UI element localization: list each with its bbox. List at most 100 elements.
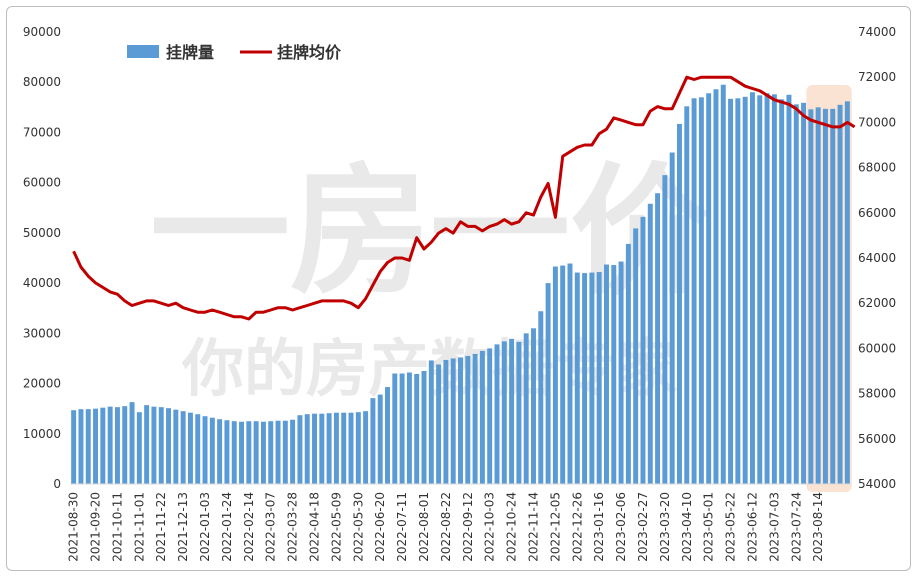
bar xyxy=(596,272,602,484)
bar xyxy=(312,413,318,484)
x-tick-label: 2022-10-24 xyxy=(505,492,519,562)
bar xyxy=(625,243,631,484)
y-left-tick-label: 30000 xyxy=(23,326,61,340)
bar xyxy=(647,203,653,484)
x-tick-label: 2023-02-27 xyxy=(636,492,650,562)
y-axis-right: 54000 56000 58000 60000 62000 64000 66000 68000… xyxy=(858,25,896,491)
bar xyxy=(603,264,609,484)
bar xyxy=(370,398,376,484)
x-tick-label: 2023-07-03 xyxy=(767,492,781,562)
bar xyxy=(71,410,77,484)
bar xyxy=(275,420,281,484)
bar xyxy=(640,216,646,484)
bar xyxy=(552,266,558,484)
bar xyxy=(465,355,471,484)
bar xyxy=(166,408,172,484)
bar xyxy=(844,101,850,484)
x-tick-label: 2022-08-01 xyxy=(417,492,431,562)
bar xyxy=(122,406,128,484)
bar xyxy=(217,419,223,484)
x-tick-label: 2022-01-24 xyxy=(220,492,234,562)
y-left-tick-label: 10000 xyxy=(23,427,61,441)
bar xyxy=(698,97,704,485)
bar xyxy=(676,123,682,484)
bar xyxy=(487,348,493,484)
bar xyxy=(793,104,799,484)
bar xyxy=(749,92,755,485)
x-tick-label: 2022-08-22 xyxy=(439,492,453,562)
bar xyxy=(450,358,456,484)
x-tick-label: 2023-05-01 xyxy=(702,492,716,562)
x-tick-label: 2023-07-24 xyxy=(789,492,803,562)
x-tick-label: 2022-12-05 xyxy=(548,492,562,562)
y-left-tick-label: 90000 xyxy=(23,25,61,39)
bar xyxy=(78,409,84,484)
x-tick-label: 2022-01-03 xyxy=(198,492,212,562)
bar xyxy=(260,421,266,484)
bar xyxy=(333,412,339,484)
x-tick-label: 2022-07-11 xyxy=(395,492,409,562)
bar xyxy=(341,412,347,484)
bar xyxy=(414,374,420,484)
bar xyxy=(822,108,828,484)
bar xyxy=(560,265,566,484)
bar xyxy=(239,421,245,484)
bar xyxy=(85,409,91,484)
x-tick-label: 2023-01-16 xyxy=(592,492,606,562)
bar xyxy=(195,414,201,484)
bar xyxy=(297,415,303,484)
bar xyxy=(633,228,639,484)
x-tick-label: 2023-02-06 xyxy=(614,492,628,562)
bar xyxy=(180,411,186,484)
bar xyxy=(319,413,325,484)
x-tick-label: 2022-12-26 xyxy=(570,492,584,562)
bar xyxy=(538,311,544,484)
bar xyxy=(458,357,463,484)
x-tick-label: 2022-09-12 xyxy=(461,492,475,562)
bar xyxy=(326,413,332,484)
y-left-tick-label: 40000 xyxy=(23,276,61,290)
y-axis-left: 0 10000 20000 30000 40000 50000 60000 70000 8000… xyxy=(23,25,61,491)
bar xyxy=(136,412,142,484)
bar xyxy=(662,175,668,484)
bar xyxy=(107,406,113,484)
bar xyxy=(253,421,259,484)
bar xyxy=(589,272,595,484)
bar xyxy=(246,421,252,484)
y-left-tick-label: 0 xyxy=(53,477,61,491)
bar xyxy=(144,405,150,484)
y-right-tick-label: 54000 xyxy=(858,477,896,491)
bar xyxy=(808,109,814,484)
bar xyxy=(531,328,536,484)
y-right-tick-label: 68000 xyxy=(858,161,896,175)
bar xyxy=(611,265,617,484)
x-tick-label: 2021-10-11 xyxy=(110,492,124,562)
bar xyxy=(224,420,230,484)
bar xyxy=(713,89,719,485)
bar xyxy=(706,93,712,484)
bar xyxy=(757,95,763,484)
bar xyxy=(720,84,726,484)
bar xyxy=(523,333,529,484)
y-left-tick-label: 60000 xyxy=(23,176,61,190)
bar xyxy=(669,152,675,485)
x-tick-label: 2022-03-28 xyxy=(286,492,300,562)
bar xyxy=(209,417,215,484)
bar xyxy=(574,272,580,484)
y-right-tick-label: 72000 xyxy=(858,70,896,84)
bar xyxy=(173,409,179,484)
bar xyxy=(385,387,390,484)
x-tick-label: 2023-06-12 xyxy=(745,492,759,562)
bar xyxy=(735,98,741,484)
bar xyxy=(779,99,785,484)
bar xyxy=(93,408,99,484)
bar xyxy=(377,394,383,484)
legend: 挂牌量 挂牌均价 xyxy=(127,43,342,62)
bar xyxy=(494,344,500,484)
bar xyxy=(355,412,361,484)
y-left-tick-label: 80000 xyxy=(23,75,61,89)
legend-label-bar: 挂牌量 xyxy=(166,43,214,62)
bar xyxy=(618,261,624,484)
y-right-tick-label: 60000 xyxy=(858,341,896,355)
